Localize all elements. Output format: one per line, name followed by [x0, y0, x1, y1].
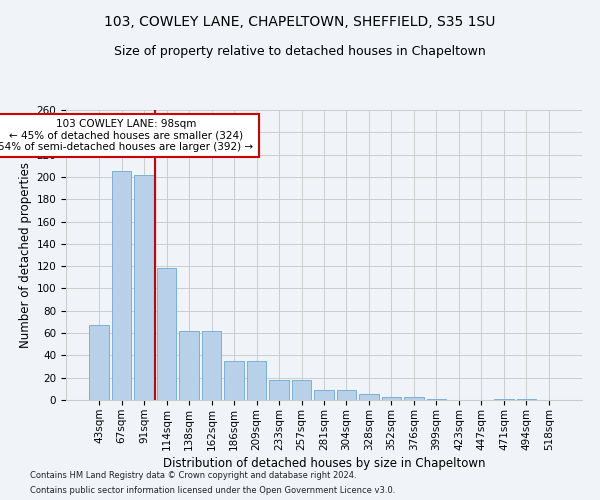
- Bar: [494, 399, 514, 400]
- Y-axis label: Number of detached properties: Number of detached properties: [19, 162, 32, 348]
- Bar: [134, 174, 154, 400]
- Bar: [404, 396, 424, 400]
- Bar: [314, 390, 334, 400]
- Text: Size of property relative to detached houses in Chapeltown: Size of property relative to detached ho…: [114, 45, 486, 58]
- Bar: [292, 380, 311, 400]
- Bar: [359, 394, 379, 400]
- Bar: [112, 172, 131, 400]
- Text: 103 COWLEY LANE: 98sqm
← 45% of detached houses are smaller (324)
54% of semi-de: 103 COWLEY LANE: 98sqm ← 45% of detached…: [0, 119, 254, 152]
- Bar: [179, 331, 199, 400]
- Text: Contains public sector information licensed under the Open Government Licence v3: Contains public sector information licen…: [30, 486, 395, 495]
- Text: Contains HM Land Registry data © Crown copyright and database right 2024.: Contains HM Land Registry data © Crown c…: [30, 471, 356, 480]
- Bar: [337, 390, 356, 400]
- X-axis label: Distribution of detached houses by size in Chapeltown: Distribution of detached houses by size …: [163, 456, 485, 469]
- Bar: [517, 399, 536, 400]
- Bar: [224, 361, 244, 400]
- Bar: [269, 380, 289, 400]
- Bar: [247, 361, 266, 400]
- Bar: [427, 399, 446, 400]
- Bar: [382, 396, 401, 400]
- Bar: [157, 268, 176, 400]
- Text: 103, COWLEY LANE, CHAPELTOWN, SHEFFIELD, S35 1SU: 103, COWLEY LANE, CHAPELTOWN, SHEFFIELD,…: [104, 15, 496, 29]
- Bar: [89, 326, 109, 400]
- Bar: [202, 331, 221, 400]
